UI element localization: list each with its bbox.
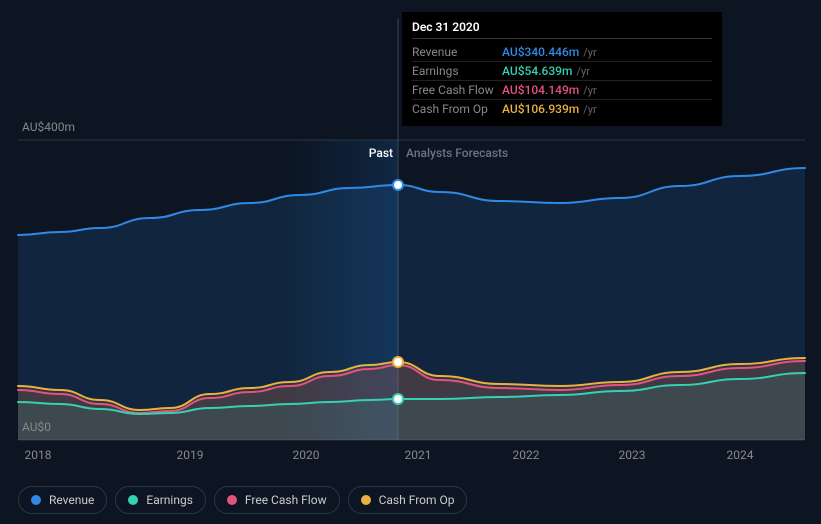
x-axis-label-2022: 2022 — [513, 448, 540, 462]
region-label-past: Past — [369, 146, 393, 160]
legend-item-cfo[interactable]: Cash From Op — [348, 486, 468, 514]
tooltip-date: Dec 31 2020 — [412, 20, 712, 39]
x-axis-label-2019: 2019 — [177, 448, 204, 462]
legend: Revenue Earnings Free Cash Flow Cash Fro… — [18, 486, 467, 514]
tooltip-value: AU$104.149m — [502, 83, 579, 97]
legend-item-earnings[interactable]: Earnings — [115, 486, 206, 514]
tooltip: Dec 31 2020 Revenue AU$340.446m /yr Earn… — [402, 12, 722, 126]
x-axis-label-2018: 2018 — [25, 448, 52, 462]
legend-dot-icon — [227, 495, 237, 505]
region-label-forecast: Analysts Forecasts — [406, 146, 508, 160]
tooltip-value: AU$340.446m — [502, 45, 579, 59]
tooltip-label: Earnings — [412, 64, 502, 78]
y-axis-label-min: AU$0 — [22, 420, 51, 434]
x-axis-label-2021: 2021 — [405, 448, 432, 462]
tooltip-label: Revenue — [412, 45, 502, 59]
chart-container: AU$400m AU$0 2018 2019 2020 2021 2022 20… — [0, 0, 821, 524]
tooltip-row-cfo: Cash From Op AU$106.939m /yr — [412, 100, 712, 118]
x-axis-label-2020: 2020 — [293, 448, 320, 462]
tooltip-value: AU$106.939m — [502, 102, 579, 116]
tooltip-label: Free Cash Flow — [412, 83, 502, 97]
legend-item-revenue[interactable]: Revenue — [18, 486, 107, 514]
tooltip-row-earnings: Earnings AU$54.639m /yr — [412, 62, 712, 81]
legend-dot-icon — [361, 495, 371, 505]
tooltip-unit: /yr — [583, 84, 596, 97]
tooltip-unit: /yr — [583, 103, 596, 116]
legend-dot-icon — [31, 495, 41, 505]
legend-label: Free Cash Flow — [245, 493, 327, 507]
legend-dot-icon — [128, 495, 138, 505]
x-axis-label-2024: 2024 — [727, 448, 754, 462]
legend-label: Earnings — [146, 493, 193, 507]
legend-label: Cash From Op — [379, 493, 455, 507]
legend-item-fcf[interactable]: Free Cash Flow — [214, 486, 340, 514]
tooltip-row-fcf: Free Cash Flow AU$104.149m /yr — [412, 81, 712, 100]
tooltip-label: Cash From Op — [412, 102, 502, 116]
tooltip-unit: /yr — [583, 46, 596, 59]
y-axis-label-max: AU$400m — [22, 120, 75, 134]
tooltip-unit: /yr — [576, 65, 589, 78]
x-axis-label-2023: 2023 — [619, 448, 646, 462]
tooltip-value: AU$54.639m — [502, 64, 572, 78]
tooltip-row-revenue: Revenue AU$340.446m /yr — [412, 43, 712, 62]
legend-label: Revenue — [49, 493, 94, 507]
